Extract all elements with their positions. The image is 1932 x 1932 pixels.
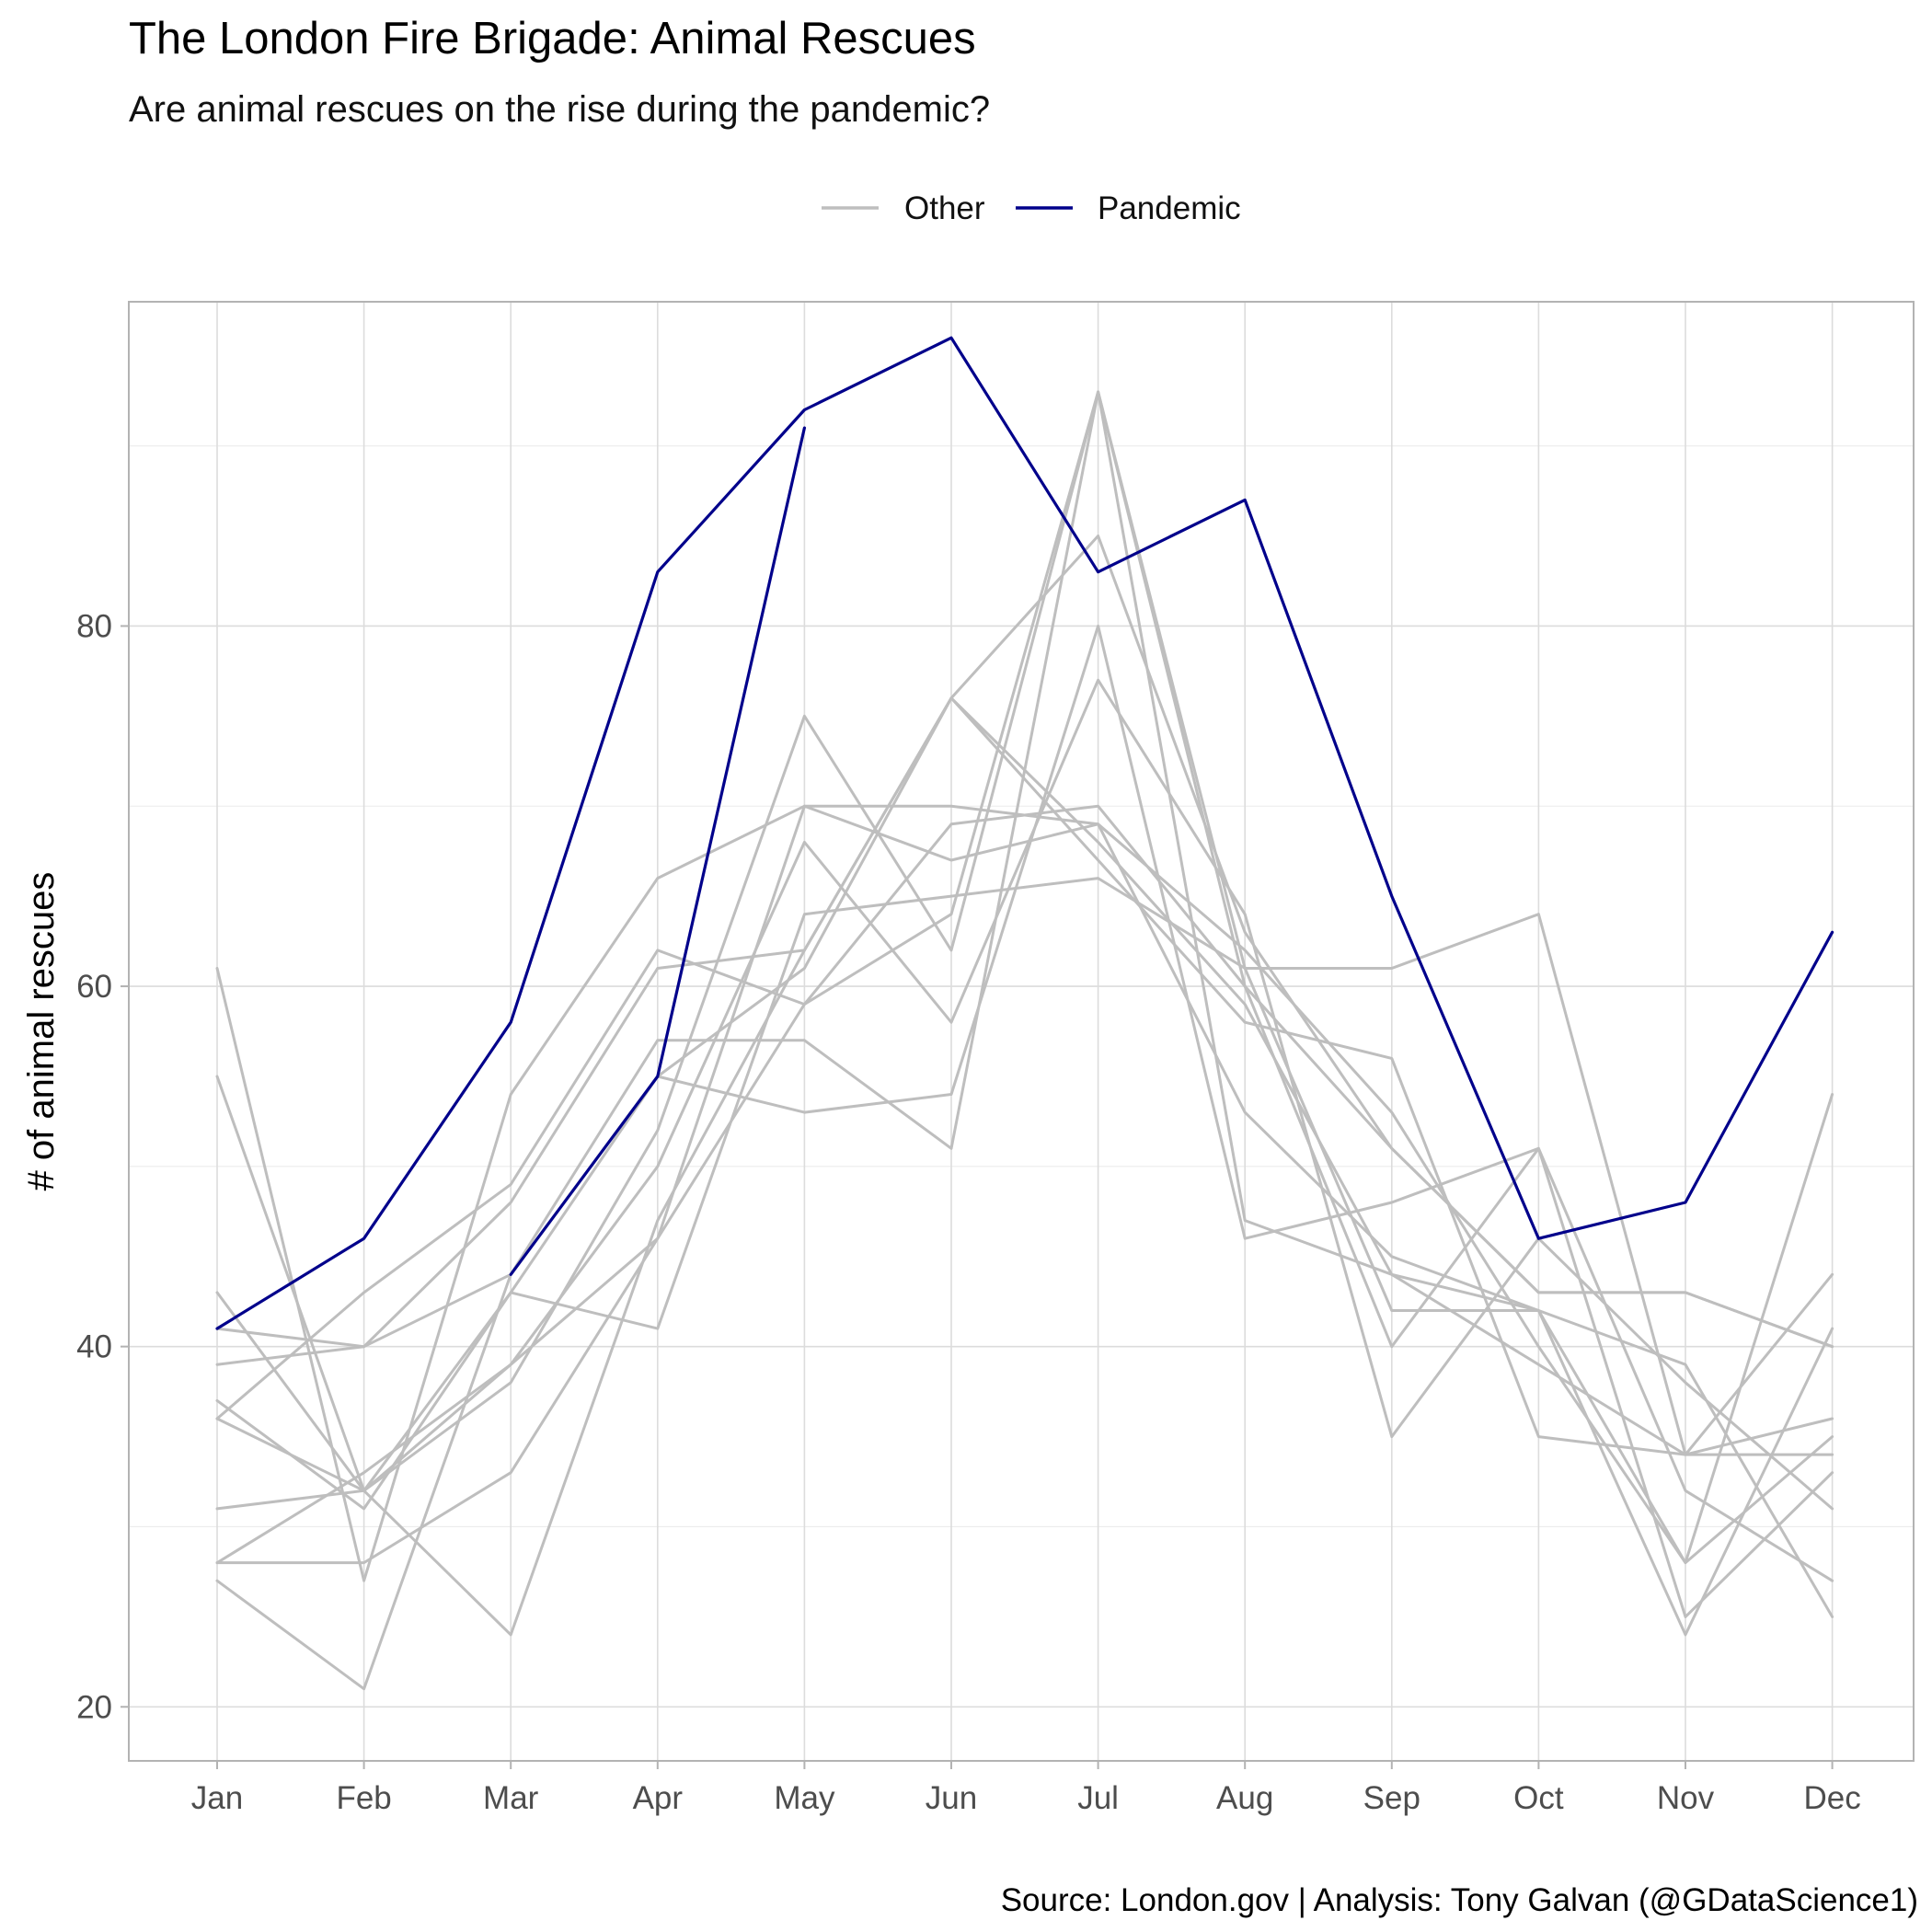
x-tick-label: Aug (1216, 1780, 1273, 1816)
x-tick-label: Jun (926, 1780, 977, 1816)
series-lines (215, 336, 1834, 1691)
x-tick-label: May (774, 1780, 835, 1816)
y-tick-label: 20 (76, 1689, 112, 1725)
y-tick-label: 40 (76, 1329, 112, 1365)
series-line-other (215, 390, 1834, 1637)
legend: Other Pandemic (822, 190, 1241, 226)
x-tick-label: Dec (1803, 1780, 1860, 1816)
x-tick-label: Jan (191, 1780, 243, 1816)
series-line-pandemic (215, 336, 1834, 1330)
x-tick-label: Mar (483, 1780, 539, 1816)
series-line-other (215, 877, 1834, 1492)
legend-label-pandemic: Pandemic (1098, 190, 1241, 226)
plot-panel (129, 302, 1914, 1761)
x-tick-label: Jul (1077, 1780, 1119, 1816)
series-line-pandemic (509, 426, 806, 1276)
x-tick-label: Oct (1513, 1780, 1564, 1816)
legend-label-other: Other (904, 190, 985, 226)
y-axis-title: # of animal rescues (21, 872, 62, 1191)
chart-title: The London Fire Brigade: Animal Rescues (129, 14, 976, 63)
series-line-other (215, 804, 1834, 1420)
series-line-other (215, 696, 1834, 1456)
plot-border (128, 301, 1915, 1762)
axis-ticks: 20 40 60 80 Jan Feb Mar Apr May Jun Jul Aug Sep Oct No… (76, 608, 1861, 1816)
chart-subtitle: Are animal rescues on the rise during th… (129, 89, 990, 130)
grid (129, 302, 1914, 1761)
y-tick-label: 60 (76, 969, 112, 1005)
x-tick-label: Apr (633, 1780, 684, 1816)
series-line-other (215, 678, 1834, 1511)
series-line-other (215, 624, 1834, 1582)
x-tick-label: Nov (1657, 1780, 1715, 1816)
y-tick-label: 80 (76, 608, 112, 644)
x-tick-label: Feb (336, 1780, 391, 1816)
chart-caption: Source: London.gov | Analysis: Tony Galv… (1001, 1882, 1918, 1918)
x-tick-label: Sep (1363, 1780, 1420, 1816)
series-line-other (215, 696, 1834, 1691)
series-line-other (215, 390, 1834, 1618)
series-line-other (215, 804, 1834, 1565)
